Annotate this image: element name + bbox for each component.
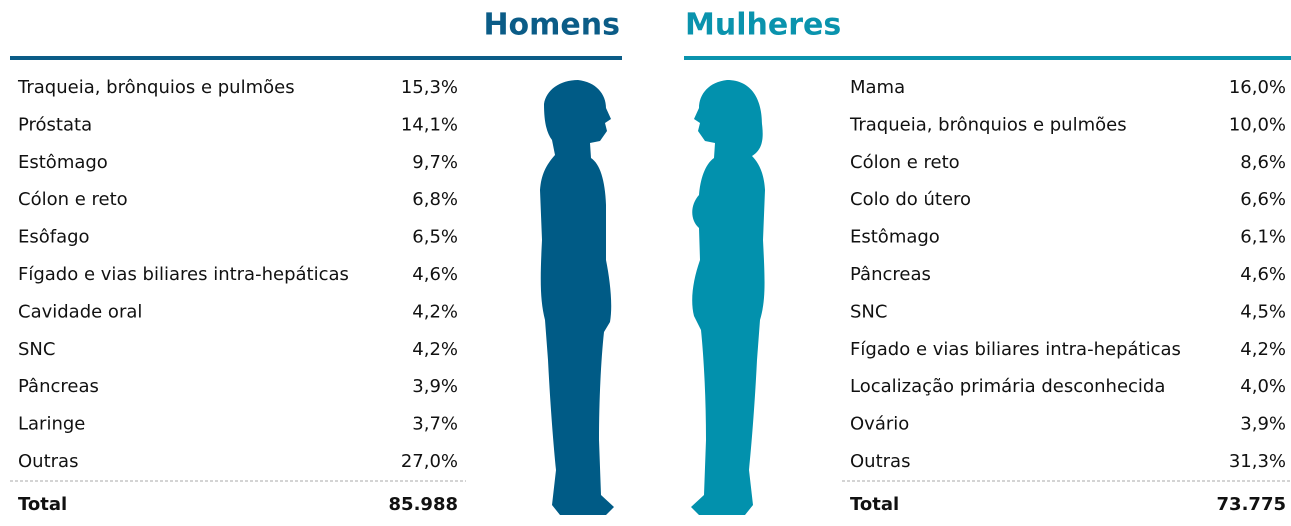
row-label: SNC [850, 301, 887, 322]
row-label: Cólon e reto [18, 189, 128, 210]
row-value: 4,0% [1240, 376, 1286, 397]
total-value: 73.775 [1217, 494, 1286, 515]
row-label: Esôfago [18, 227, 90, 248]
row-value: 3,9% [412, 376, 458, 397]
row-value: 27,0% [401, 451, 458, 472]
row-value: 9,7% [412, 152, 458, 173]
row-label: Traqueia, brônquios e pulmões [849, 114, 1127, 135]
row-value: 6,5% [412, 227, 458, 248]
row-label: Estômago [850, 227, 940, 248]
row-value: 3,7% [412, 414, 458, 435]
row-value: 4,2% [1240, 339, 1286, 360]
row-value: 15,3% [401, 77, 458, 98]
row-value: 14,1% [401, 114, 458, 135]
row-label: Pâncreas [850, 264, 931, 285]
row-label: SNC [18, 339, 55, 360]
row-label: Fígado e vias biliares intra-hepáticas [18, 264, 349, 285]
row-value: 4,2% [412, 301, 458, 322]
total-label: Total [850, 494, 899, 515]
row-label: Próstata [18, 114, 92, 135]
row-value: 4,6% [1240, 264, 1286, 285]
man-silhouette [540, 80, 614, 515]
total-value: 85.988 [389, 494, 458, 515]
row-value: 6,6% [1240, 189, 1286, 210]
row-label: Mama [850, 77, 905, 98]
row-label: Fígado e vias biliares intra-hepáticas [850, 339, 1181, 360]
row-label: Ovário [850, 414, 909, 435]
row-label: Cólon e reto [850, 152, 960, 173]
row-value: 31,3% [1229, 451, 1286, 472]
row-value: 6,8% [412, 189, 458, 210]
left-rule [10, 56, 622, 60]
row-value: 6,1% [1240, 227, 1286, 248]
row-value: 3,9% [1240, 414, 1286, 435]
row-label: Colo do útero [850, 189, 971, 210]
row-value: 16,0% [1229, 77, 1286, 98]
row-label: Cavidade oral [18, 301, 142, 322]
row-value: 10,0% [1229, 114, 1286, 135]
left-title: Homens [483, 8, 620, 43]
row-label: Outras [18, 451, 78, 472]
infographic: Homens Mulheres Traqueia, brônquios e pu… [0, 0, 1291, 526]
row-value: 8,6% [1240, 152, 1286, 173]
row-label: Estômago [18, 152, 108, 173]
right-rule [684, 56, 1291, 60]
row-label: Pâncreas [18, 376, 99, 397]
row-value: 4,5% [1240, 301, 1286, 322]
row-value: 4,6% [412, 264, 458, 285]
right-title: Mulheres [685, 8, 841, 43]
row-label: Laringe [18, 414, 85, 435]
row-label: Traqueia, brônquios e pulmões [17, 77, 295, 98]
row-label: Outras [850, 451, 910, 472]
row-label: Localização primária desconhecida [850, 376, 1165, 397]
row-value: 4,2% [412, 339, 458, 360]
woman-silhouette [691, 80, 765, 515]
total-label: Total [18, 494, 67, 515]
